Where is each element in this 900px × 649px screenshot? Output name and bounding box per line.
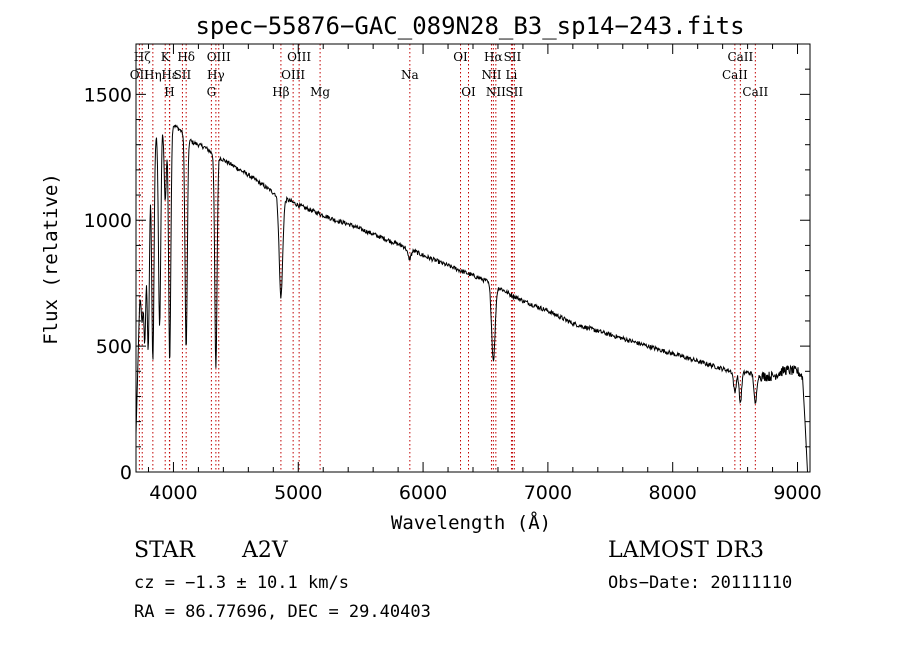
y-tick-label: 0 <box>120 462 132 484</box>
line-marker-label: Hη <box>144 68 162 82</box>
x-tick-label: 6000 <box>399 482 447 504</box>
chart-title: spec−55876−GAC_089N28_B3_sp14−243.fits <box>195 12 744 40</box>
x-tick-label: 7000 <box>524 482 572 504</box>
x-tick-label: 9000 <box>773 482 821 504</box>
plot-frame <box>135 43 811 473</box>
x-axis-label: Wavelength (Å) <box>391 511 551 534</box>
line-marker-label: NII <box>481 68 501 82</box>
survey-name: LAMOST DR3 <box>608 538 764 563</box>
line-marker-label: OIII <box>207 50 231 64</box>
spectrum-line <box>135 124 808 473</box>
line-marker-label: Mg <box>310 85 330 99</box>
line-marker-label: Li <box>506 68 518 82</box>
line-marker-label: SII <box>174 68 192 82</box>
line-marker-label: H <box>164 85 174 99</box>
line-marker-label: K <box>161 50 171 64</box>
object-class: STAR <box>134 538 195 563</box>
line-marker-label: OII <box>130 68 150 82</box>
line-marker-label: OI <box>461 85 476 99</box>
line-marker-label: Hδ <box>177 50 195 64</box>
redshift-text: cz = −1.3 ± 10.1 km/s <box>134 573 349 593</box>
obs-date: Obs−Date: 20111110 <box>608 573 793 593</box>
line-marker-label: SII <box>504 50 522 64</box>
line-marker-label: Hβ <box>272 85 289 99</box>
x-tick-label: 8000 <box>649 482 697 504</box>
spectral-subclass: A2V <box>242 538 288 563</box>
line-marker-label: Hα <box>484 50 503 64</box>
x-tick-label: 5000 <box>274 482 322 504</box>
y-tick-label: 500 <box>96 336 132 358</box>
line-marker-label: Hζ <box>134 50 151 64</box>
line-markers <box>138 44 756 472</box>
line-marker-label: Na <box>401 68 419 82</box>
y-axis-label: Flux (relative) <box>40 173 62 345</box>
line-marker-label: OI <box>453 50 468 64</box>
spectrum-series <box>135 124 808 473</box>
line-marker-label: OIII <box>281 68 305 82</box>
line-marker-label: NII <box>486 85 506 99</box>
line-marker-label: SII <box>505 85 523 99</box>
coordinates: RA = 86.77696, DEC = 29.40403 <box>134 602 431 622</box>
line-marker-label: Hε <box>161 68 178 82</box>
line-marker-label: Hγ <box>207 68 225 82</box>
y-tick-label: 1000 <box>84 210 132 232</box>
line-marker-label: CaII <box>727 50 753 64</box>
y-tick-label: 1500 <box>84 84 132 106</box>
line-marker-label: CaII <box>742 85 768 99</box>
axis-ticks: 4000 5000 6000 7000 8000 9000 0 500 1000 1500 <box>84 44 822 504</box>
line-marker-label: G <box>207 85 217 99</box>
x-tick-label: 4000 <box>149 482 197 504</box>
line-marker-label: OIII <box>287 50 311 64</box>
line-marker-label: CaII <box>722 68 748 82</box>
